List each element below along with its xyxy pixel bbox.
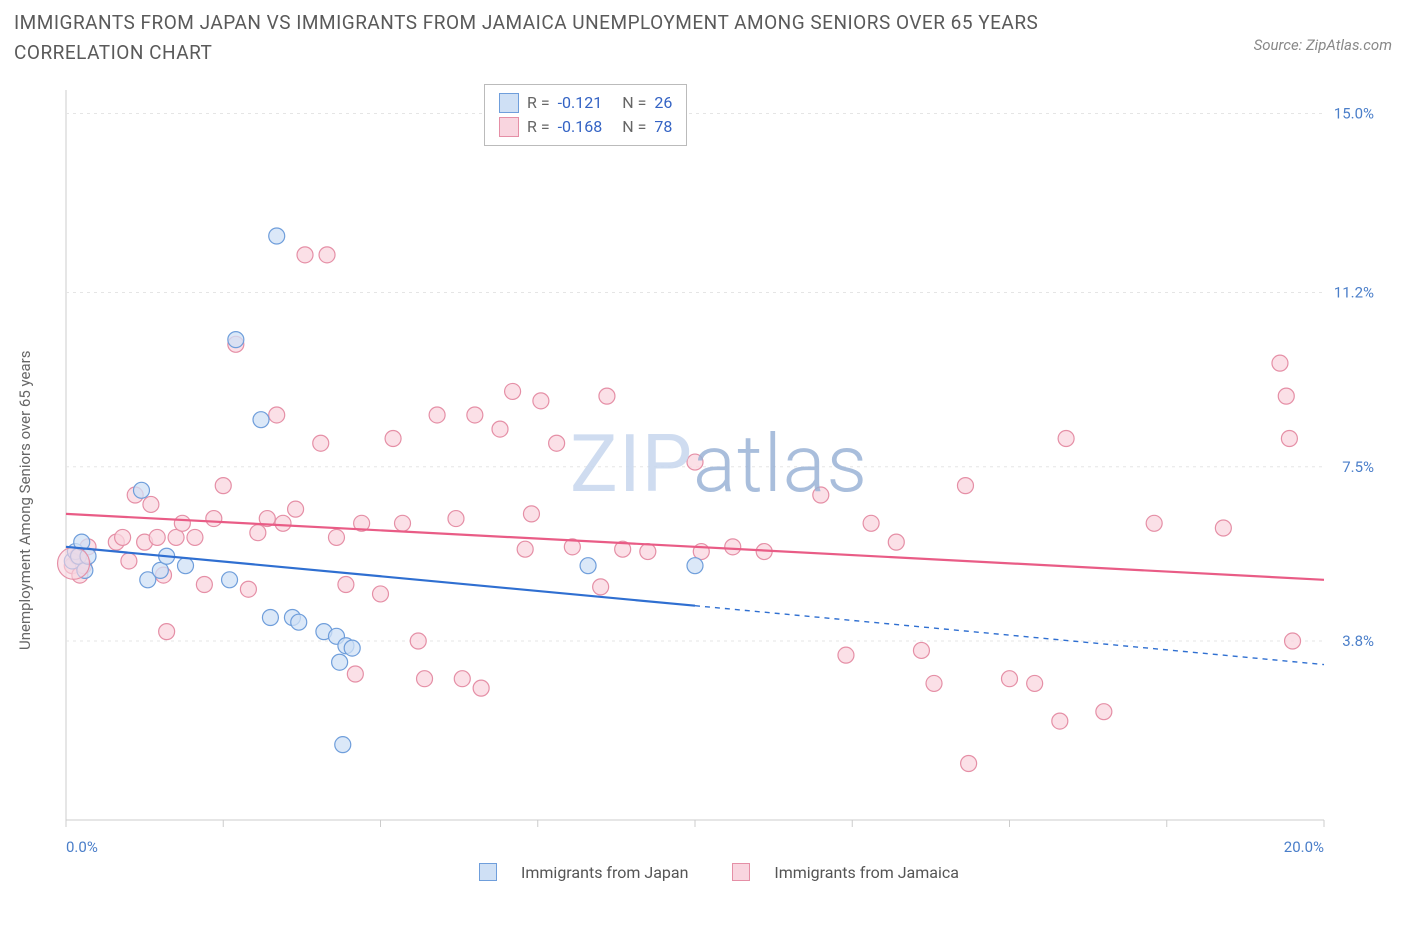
legend-swatch-japan — [479, 863, 497, 881]
series-legend: Immigrants from Japan Immigrants from Ja… — [54, 863, 1384, 882]
svg-text:15.0%: 15.0% — [1334, 105, 1374, 123]
r-label: R = — [527, 91, 550, 115]
scatter-plot: 3.8%7.5%11.2%15.0%0.0%20.0% ZIPatlas R =… — [54, 80, 1384, 880]
svg-text:7.5%: 7.5% — [1342, 458, 1374, 476]
legend-swatch-japan — [499, 93, 519, 113]
legend-swatch-jamaica — [732, 863, 750, 881]
source-citation: Source: ZipAtlas.com — [1254, 36, 1392, 54]
r-value-japan: -0.121 — [558, 91, 603, 115]
y-axis-label: Unemployment Among Seniors over 65 years — [16, 351, 34, 650]
n-label: N = — [622, 91, 646, 115]
svg-text:3.8%: 3.8% — [1342, 632, 1374, 650]
n-label: N = — [622, 115, 646, 139]
svg-text:20.0%: 20.0% — [1284, 838, 1324, 856]
legend-swatch-jamaica — [499, 117, 519, 137]
legend-label-japan: Immigrants from Japan — [521, 863, 688, 882]
legend-label-jamaica: Immigrants from Jamaica — [774, 863, 959, 882]
svg-text:0.0%: 0.0% — [66, 838, 98, 856]
n-value-japan: 26 — [654, 91, 672, 115]
n-value-jamaica: 78 — [654, 115, 672, 139]
svg-text:11.2%: 11.2% — [1334, 284, 1374, 302]
correlation-legend: R = -0.121 N = 26 R = -0.168 N = 78 — [484, 84, 687, 146]
chart-svg: 3.8% 7.5% 11.2% 15.0% 0.0% 20.0% — [54, 80, 1384, 880]
chart-title: IMMIGRANTS FROM JAPAN VS IMMIGRANTS FROM… — [14, 8, 1114, 69]
r-label: R = — [527, 115, 550, 139]
r-value-jamaica: -0.168 — [558, 115, 603, 139]
